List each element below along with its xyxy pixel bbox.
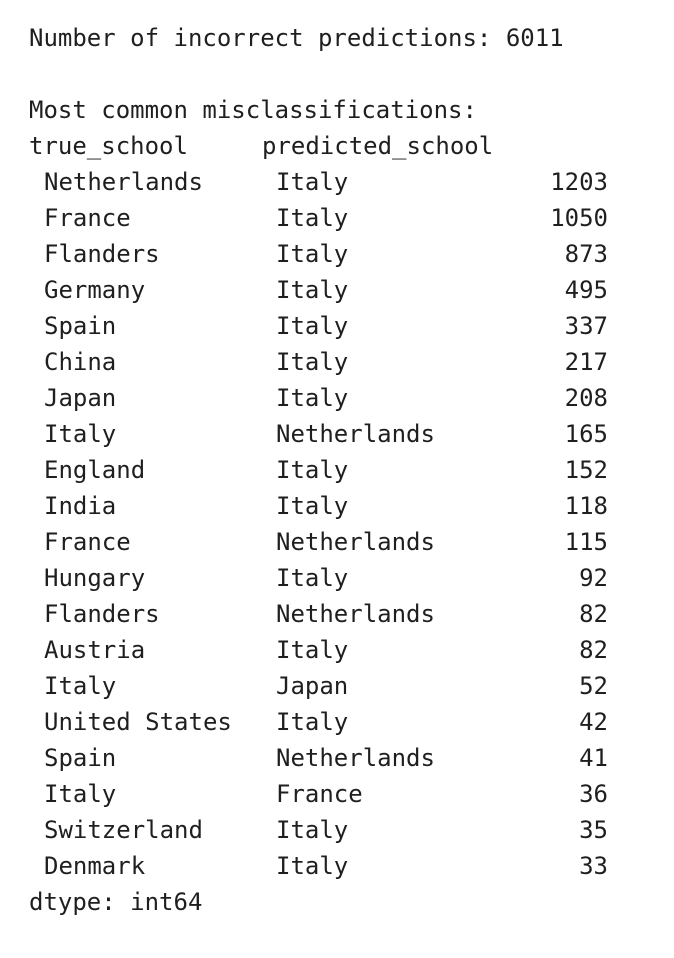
- predicted-school: Netherlands: [276, 600, 435, 628]
- predicted-school: Netherlands: [276, 420, 435, 448]
- predicted-school: Italy: [276, 852, 349, 880]
- true-school: Netherlands: [44, 168, 203, 196]
- count: 337: [564, 312, 608, 340]
- predicted-school: Italy: [276, 636, 349, 664]
- footer-line: dtype: int64: [29, 888, 203, 916]
- predicted-school: Italy: [276, 276, 349, 304]
- true-school: Spain: [44, 312, 117, 340]
- count: 217: [564, 348, 608, 376]
- predicted-school: Italy: [276, 708, 349, 736]
- predicted-school: Japan: [276, 672, 349, 700]
- count: 82: [579, 600, 608, 628]
- predicted-school: Italy: [276, 312, 349, 340]
- count: 208: [564, 384, 608, 412]
- column-header: predicted_school: [262, 132, 494, 160]
- true-school: Japan: [44, 384, 117, 412]
- count: 36: [579, 780, 608, 808]
- predicted-school: Italy: [276, 168, 349, 196]
- true-school: India: [44, 492, 117, 520]
- count: 118: [564, 492, 608, 520]
- true-school: Italy: [44, 672, 117, 700]
- count: 82: [579, 636, 608, 664]
- true-school: Germany: [44, 276, 146, 304]
- count: 152: [564, 456, 608, 484]
- count: 42: [579, 708, 608, 736]
- predicted-school: Italy: [276, 204, 349, 232]
- count: 495: [564, 276, 608, 304]
- true-school: Flanders: [44, 600, 160, 628]
- count: 35: [579, 816, 608, 844]
- count: 115: [564, 528, 608, 556]
- count: 873: [564, 240, 608, 268]
- true-school: England: [44, 456, 146, 484]
- subtitle-line: Most common misclassifications:: [29, 96, 477, 124]
- predicted-school: Italy: [276, 492, 349, 520]
- true-school: Italy: [44, 780, 117, 808]
- true-school: Flanders: [44, 240, 160, 268]
- predicted-school: Italy: [276, 564, 349, 592]
- predicted-school: Italy: [276, 816, 349, 844]
- count: 1050: [550, 204, 608, 232]
- count: 41: [579, 744, 608, 772]
- predicted-school: Italy: [276, 456, 349, 484]
- predicted-school: Italy: [276, 240, 349, 268]
- predicted-school: Italy: [276, 348, 349, 376]
- count: 52: [579, 672, 608, 700]
- count: 1203: [550, 168, 608, 196]
- count: 165: [564, 420, 608, 448]
- column-header: true_school: [29, 132, 188, 160]
- true-school: Spain: [44, 744, 117, 772]
- true-school: France: [44, 528, 131, 556]
- predicted-school: France: [276, 780, 363, 808]
- predicted-school: Italy: [276, 384, 349, 412]
- true-school: Hungary: [44, 564, 146, 592]
- true-school: Denmark: [44, 852, 146, 880]
- count: 33: [579, 852, 608, 880]
- true-school: United States: [44, 708, 232, 736]
- header-line: Number of incorrect predictions: 6011: [29, 24, 564, 52]
- predicted-school: Netherlands: [276, 744, 435, 772]
- true-school: France: [44, 204, 131, 232]
- true-school: Austria: [44, 636, 146, 664]
- count: 92: [579, 564, 608, 592]
- true-school: China: [44, 348, 117, 376]
- true-school: Switzerland: [44, 816, 203, 844]
- true-school: Italy: [44, 420, 117, 448]
- predicted-school: Netherlands: [276, 528, 435, 556]
